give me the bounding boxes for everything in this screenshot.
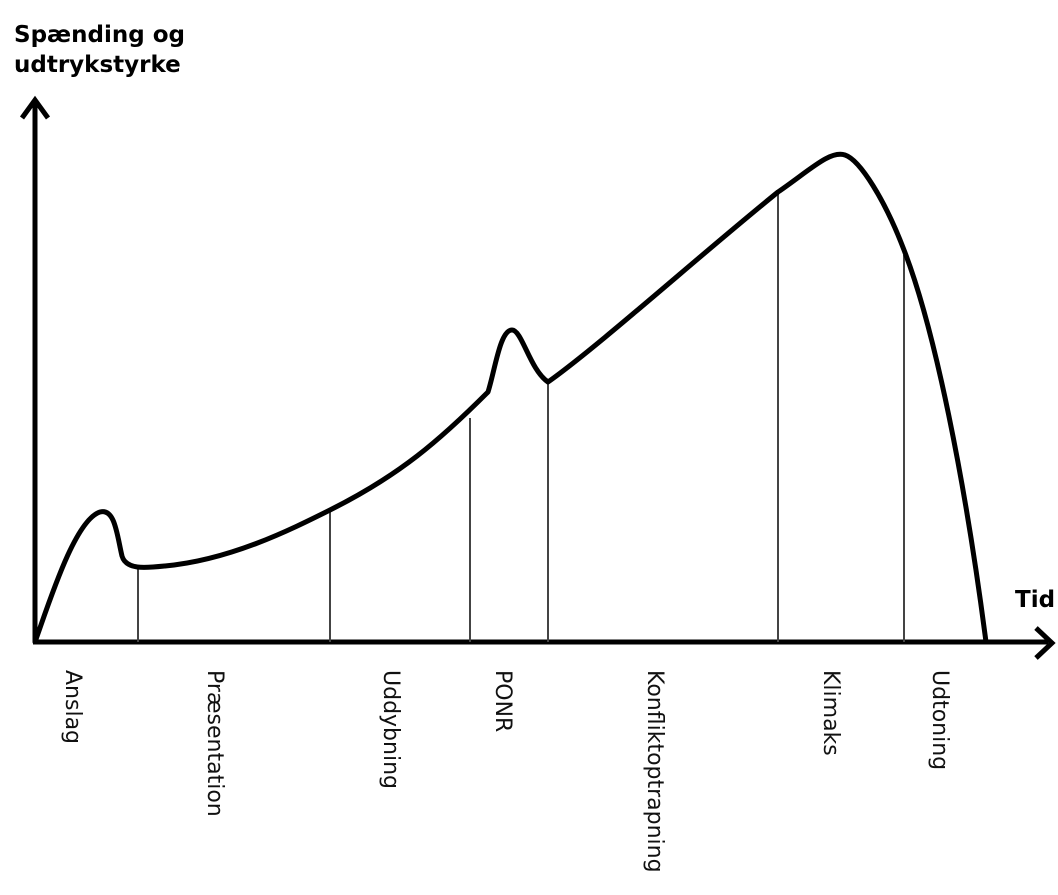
- phase-label-ponr: PONR: [490, 670, 515, 732]
- phase-label-uddybning: Uddybning: [378, 670, 403, 789]
- y-axis-title-line1: Spænding og: [14, 22, 185, 48]
- x-axis-title: Tid: [1015, 587, 1056, 613]
- y-axis-title-line2: udtrykstyrke: [14, 52, 181, 78]
- phase-label-praesentation: Præsentation: [202, 670, 227, 817]
- y-axis-title: Spænding og udtrykstyrke: [14, 20, 185, 80]
- x-axis-arrow-icon: [1034, 626, 1056, 660]
- phase-label-klimaks: Klimaks: [818, 670, 843, 756]
- phase-label-udtoning: Udtoning: [927, 670, 952, 770]
- y-axis-arrow-icon: [19, 95, 51, 120]
- tension-curve: [32, 151, 989, 645]
- phase-label-anslag: Anslag: [60, 670, 85, 744]
- phase-label-konfliktoptrapning: Konfliktoptrapning: [642, 670, 667, 873]
